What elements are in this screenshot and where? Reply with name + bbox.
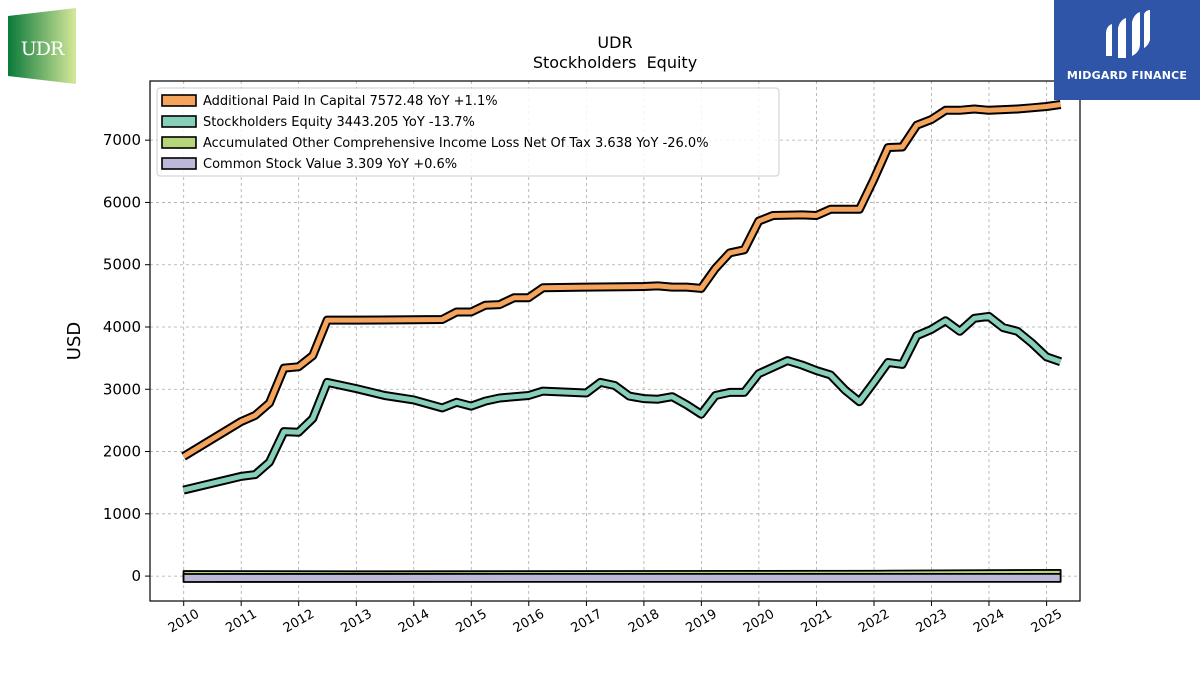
midgard-finance-logo: MIDGARD FINANCE xyxy=(1054,0,1200,100)
legend-label-2: Stockholders Equity 3443.205 YoY -13.7% xyxy=(203,115,475,130)
x-tick-label: 2018 xyxy=(626,607,662,637)
y-tick-label: 4000 xyxy=(103,318,141,336)
udr-logo: UDR xyxy=(8,8,76,84)
series-band-4 xyxy=(182,573,1062,583)
legend-swatch-4 xyxy=(161,157,197,170)
legend-box xyxy=(156,87,780,177)
chart-subtitle: Stockholders Equity xyxy=(533,53,697,72)
x-tick-label: 2025 xyxy=(1029,607,1065,637)
midgard-emblem-icon xyxy=(1106,10,1150,58)
y-axis: 0 1000 2000 3000 4000 5000 6000 7000 xyxy=(103,131,150,585)
x-tick-label: 2010 xyxy=(166,607,202,637)
y-tick-label: 5000 xyxy=(103,256,141,274)
x-tick-label: 2023 xyxy=(914,607,950,637)
x-tick-label: 2017 xyxy=(569,607,605,637)
y-tick-label: 2000 xyxy=(103,443,141,461)
x-tick-label: 2013 xyxy=(338,607,374,637)
legend-label-3: Accumulated Other Comprehensive Income L… xyxy=(203,136,709,151)
series-lines xyxy=(181,100,1063,495)
series-line-1 xyxy=(182,102,1061,459)
x-tick-label: 2015 xyxy=(453,607,489,637)
stacked-bands xyxy=(182,568,1062,583)
chart-title: UDR xyxy=(597,33,632,52)
x-tick-label: 2021 xyxy=(799,607,835,637)
y-tick-label: 7000 xyxy=(103,131,141,149)
legend-swatch-3 xyxy=(161,136,197,149)
legend: Additional Paid In Capital 7572.48 YoY +… xyxy=(156,87,780,177)
x-tick-label: 2019 xyxy=(684,607,720,637)
midgard-finance-text: MIDGARD FINANCE xyxy=(1066,69,1188,82)
x-tick-label: 2020 xyxy=(741,607,777,637)
y-tick-label: 0 xyxy=(131,567,141,585)
x-tick-label: 2022 xyxy=(856,607,892,637)
y-tick-label: 6000 xyxy=(103,193,141,211)
legend-label-1: Additional Paid In Capital 7572.48 YoY +… xyxy=(203,94,498,109)
legend-label-4: Common Stock Value 3.309 YoY +0.6% xyxy=(203,157,457,172)
plot-frame xyxy=(149,80,1081,602)
x-tick-label: 2014 xyxy=(396,607,432,637)
udr-logo-shape xyxy=(8,8,76,84)
legend-swatch-2 xyxy=(161,115,197,128)
x-tick-label: 2011 xyxy=(223,607,259,637)
series-line-2 xyxy=(182,313,1062,493)
legend-swatch-1 xyxy=(161,94,197,107)
y-axis-label: USD xyxy=(64,322,85,360)
y-tick-label: 1000 xyxy=(103,505,141,523)
x-tick-label: 2012 xyxy=(281,607,317,637)
x-axis: 2010 2011 2012 2013 2014 2015 2016 2017 2018 2019… xyxy=(166,601,1065,636)
x-tick-label: 2016 xyxy=(511,607,547,637)
x-tick-label: 2024 xyxy=(971,607,1007,637)
udr-logo-text: UDR xyxy=(20,38,65,60)
y-tick-label: 3000 xyxy=(103,380,141,398)
